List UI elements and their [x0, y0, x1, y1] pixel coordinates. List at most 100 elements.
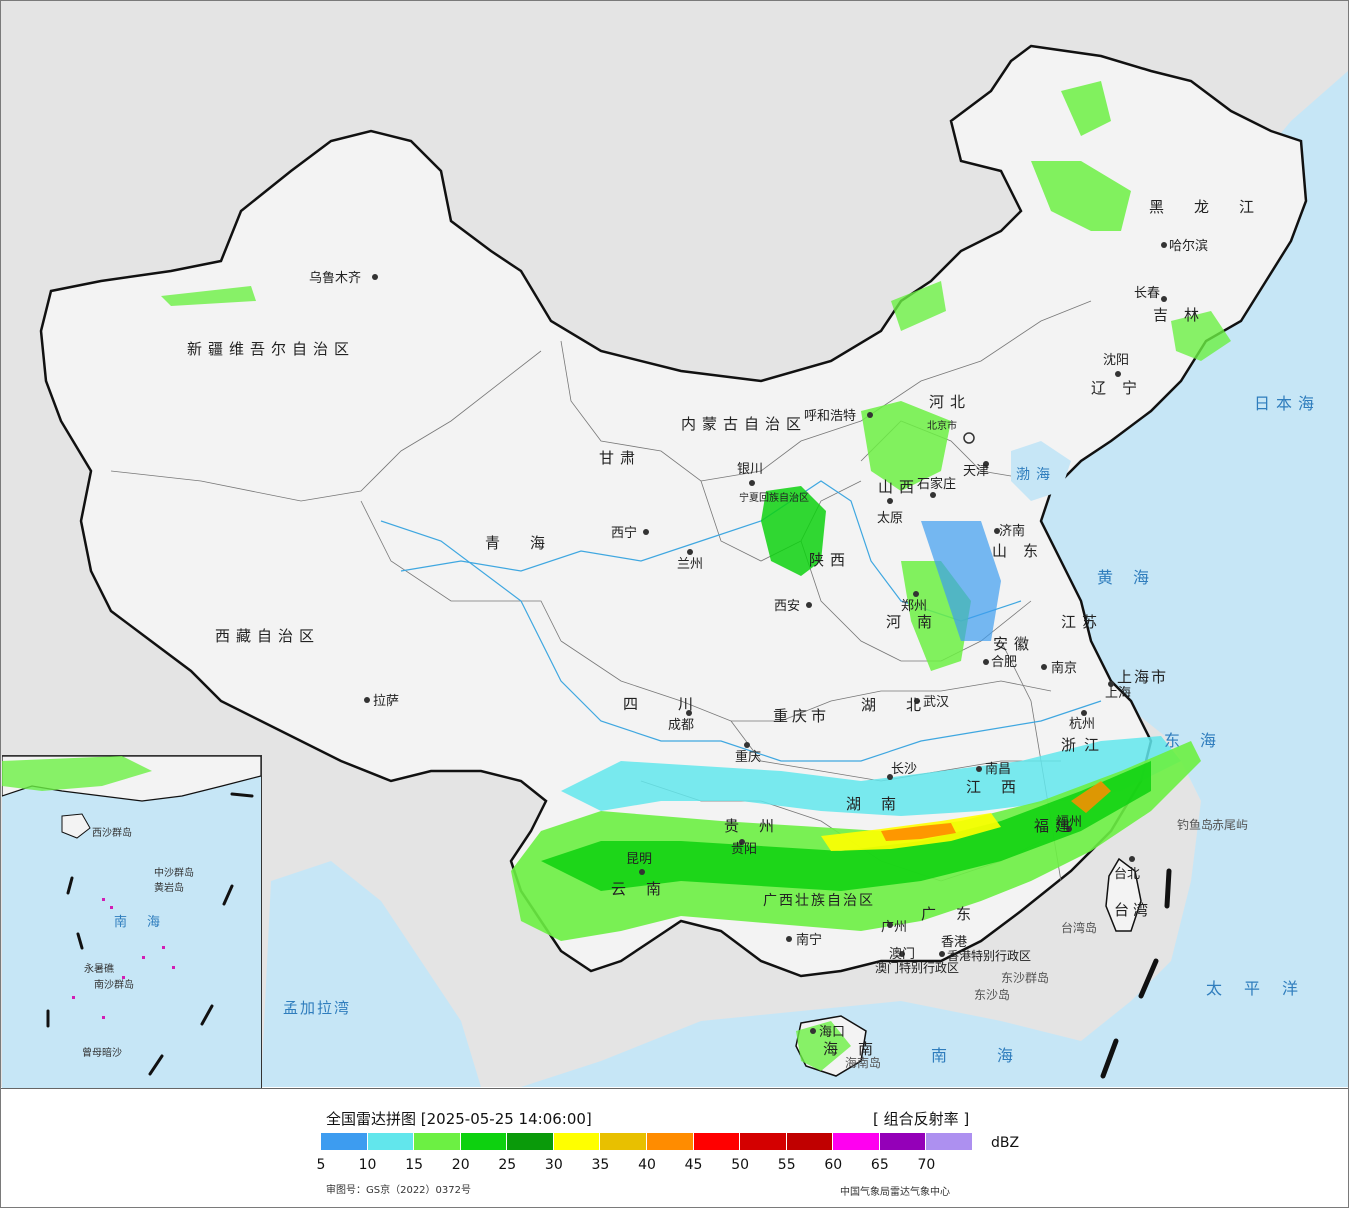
region-label: 重庆市 [773, 707, 830, 725]
region-label: 山西 [878, 478, 920, 496]
echo-xinjiang [161, 286, 256, 306]
city-label: 济南 [999, 523, 1025, 539]
color-swatch [367, 1133, 414, 1150]
city-label: 兰州 [677, 557, 703, 572]
scale-tick-label: 20 [451, 1157, 470, 1173]
legend-title: 全国雷达拼图 [2025-05-25 14:06:00] [326, 1110, 592, 1128]
color-swatch [926, 1133, 972, 1150]
inset-hainan [61, 813, 91, 839]
region-label: 云南 [611, 880, 681, 898]
echo-hebei [861, 401, 951, 491]
inset-reefs [72, 898, 175, 1019]
legend-panel: 全国雷达拼图 [2025-05-25 14:06:00] [ 组合反射率 ] d… [1, 1088, 1348, 1207]
echo-inner-mongolia [891, 281, 946, 331]
city-label: 重庆 [735, 749, 761, 765]
inset-label: 黄岩岛 [154, 881, 184, 894]
echo-shanxi-shaanxi [761, 486, 826, 576]
south-china-sea-inset: 西沙群岛 中沙群岛 黄岩岛 南沙群岛 永暑礁 曾母暗沙 南海 [2, 755, 262, 1088]
region-label: 河南 [886, 613, 948, 631]
city-label: 南京 [1051, 660, 1077, 676]
approval-number: 审图号：GS京（2022）0372号 [326, 1185, 471, 1196]
sea-label: 日本海 [1254, 394, 1320, 413]
region-label: 广西壮族自治区 [763, 893, 875, 909]
radar-echoes [161, 81, 1231, 1071]
color-swatch [507, 1133, 553, 1150]
sea-label: 孟加拉湾 [283, 999, 351, 1017]
region-label: 黑龙江 [1149, 198, 1284, 216]
region-label: 青海 [485, 534, 575, 552]
region-label: 江西 [966, 778, 1036, 796]
echo-henan-blue [921, 521, 1001, 641]
region-label: 福建 [1034, 817, 1076, 835]
city-label: 广州 [881, 920, 907, 935]
echo-northeast [1031, 161, 1131, 231]
radar-map: 乌鲁木齐 拉萨 西宁 兰州 银川 呼和浩特 北京市 天津 石家庄 太原 济南 郑… [1, 1, 1348, 1087]
island-label: 海南岛 [845, 1055, 881, 1070]
city-label: 南昌 [985, 761, 1011, 777]
echo-band-south-blue [561, 736, 1181, 816]
region-labels: 新疆维吾尔自治区 西藏自治区 青海 甘肃 四川 云南 内蒙古自治区 黑龙江 吉林… [187, 198, 1284, 1058]
city-label: 西安 [774, 599, 800, 614]
scale-tick-label: 50 [731, 1157, 750, 1173]
city-label: 长沙 [891, 762, 917, 777]
region-label: 西藏自治区 [215, 627, 320, 645]
region-label: 澳门特别行政区 [875, 960, 959, 975]
scale-tick-label: 45 [684, 1157, 703, 1173]
echo-band-south-dark [541, 761, 1151, 891]
island-label: 赤尾屿 [1212, 818, 1248, 832]
island-label: 台湾岛 [1061, 920, 1097, 935]
region-label: 湖南 [846, 795, 916, 813]
city-labels: 乌鲁木齐 拉萨 西宁 兰州 银川 呼和浩特 北京市 天津 石家庄 太原 济南 郑… [309, 238, 1208, 1040]
region-label: 四川 [623, 695, 733, 713]
region-label: 湖北 [861, 696, 951, 714]
scale-tick-label: 5 [316, 1157, 326, 1173]
sea-labels: 日本海 渤海 黄海 东海 南海 太平洋 孟加拉湾 [283, 394, 1320, 1065]
region-label: 吉林 [1153, 306, 1215, 324]
region-label: 浙江 [1061, 736, 1107, 754]
region-label: 陕西 [809, 551, 851, 569]
dash-lines [1100, 868, 1172, 1079]
city-label: 沈阳 [1103, 353, 1129, 368]
legend-product: [ 组合反射率 ] [873, 1110, 970, 1128]
region-label: 内蒙古自治区 [681, 415, 807, 433]
city-label: 天津 [963, 464, 989, 479]
city-label: 澳门 [889, 946, 915, 962]
region-label: 海南 [823, 1040, 893, 1058]
inset-labels: 西沙群岛 中沙群岛 黄岩岛 南沙群岛 永暑礁 曾母暗沙 南海 [82, 826, 194, 1059]
inset-map: 西沙群岛 中沙群岛 黄岩岛 南沙群岛 永暑礁 曾母暗沙 南海 [2, 756, 261, 1076]
city-label: 成都 [668, 718, 694, 733]
region-label: 甘肃 [599, 449, 641, 467]
inset-label: 中沙群岛 [154, 866, 194, 879]
echo-northeast-north [1061, 81, 1111, 136]
island-labels: 钓鱼岛 赤尾屿 台湾岛 东沙群岛 东沙岛 海南岛 [845, 817, 1248, 1070]
legend-unit: dBZ [991, 1135, 1020, 1151]
scale-tick-label: 40 [638, 1157, 656, 1173]
scale-tick-label: 70 [917, 1157, 936, 1173]
region-label: 江苏 [1061, 613, 1103, 631]
city-label: 台北 [1114, 867, 1140, 882]
city-label: 郑州 [901, 599, 927, 614]
scale-tick-label: 15 [405, 1157, 424, 1173]
city-label: 香港 [941, 935, 967, 950]
inset-label: 南海 [114, 914, 180, 930]
city-label: 哈尔滨 [1169, 238, 1208, 254]
echo-core-fujian [1071, 781, 1111, 813]
echo-hainan [796, 1021, 851, 1071]
city-label: 合肥 [991, 655, 1017, 670]
ocean-bay [261, 861, 481, 1087]
island-label: 东沙岛 [974, 987, 1010, 1002]
region-label: 台湾 [1114, 901, 1152, 919]
city-label: 北京市 [927, 419, 957, 432]
city-label: 银川 [737, 462, 763, 477]
region-label: 上海市 [1117, 668, 1168, 686]
sea-label: 太平洋 [1206, 979, 1320, 998]
region-label: 香港特别行政区 [947, 948, 1031, 963]
color-swatch [553, 1133, 600, 1150]
taiwan-island [1105, 857, 1142, 932]
scale-tick-label: 55 [777, 1157, 796, 1173]
color-swatch [600, 1133, 646, 1150]
region-label: 山东 [992, 542, 1054, 560]
city-label: 福州 [1056, 815, 1082, 830]
data-source: 中国气象局雷达气象中心 [840, 1187, 950, 1198]
